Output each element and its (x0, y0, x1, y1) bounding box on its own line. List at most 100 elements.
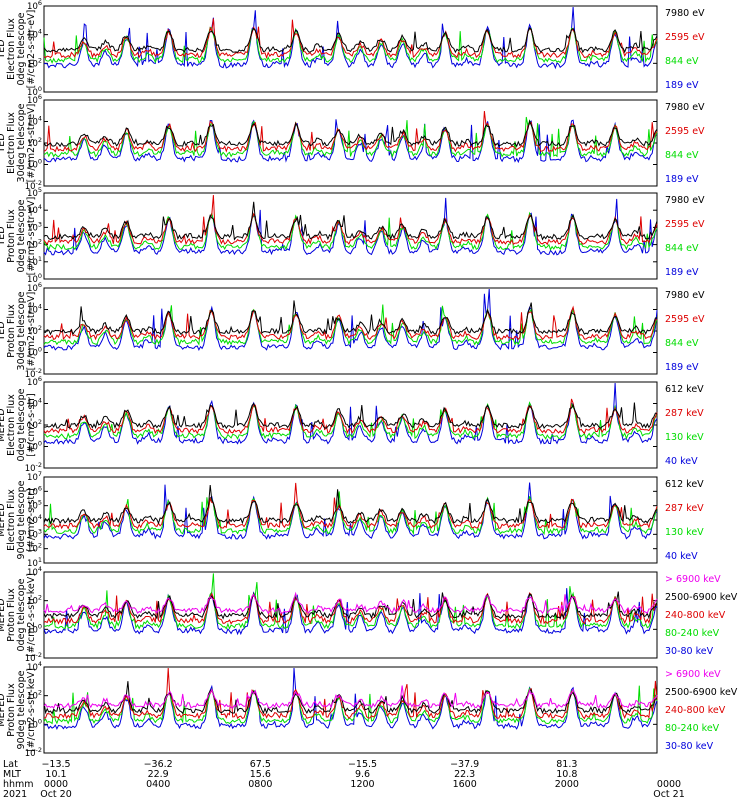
y-axis-title: TEDElectron Flux30deg telescope[#/cm2-s-… (0, 103, 37, 182)
series-line (43, 685, 658, 709)
legend-entry: 130 keV (665, 432, 704, 443)
legend-entry: 844 eV (665, 150, 699, 161)
series-line (44, 667, 658, 720)
series-line (43, 482, 658, 540)
y-tick-label: 104 (27, 660, 42, 673)
series-line (43, 485, 658, 525)
y-tick-label: 106 (27, 281, 42, 294)
footer-row-label: MLT (3, 769, 21, 780)
legend-entry: 189 eV (665, 80, 699, 91)
y-tick-label: 104 (27, 397, 42, 410)
y-tick-label: 101 (27, 255, 42, 268)
legend-entry: 844 eV (665, 338, 699, 349)
y-tick-label: 102 (27, 594, 42, 607)
y-axis-title: MEPEDProton Flux0deg telescope[#/cm2-s-s… (0, 573, 37, 657)
series-line (43, 26, 658, 64)
legend-entry: 30-80 keV (665, 741, 714, 752)
footer-lat-label: −15.5 (348, 759, 377, 770)
y-tick-label: 10-2 (25, 179, 42, 192)
series-line (43, 119, 658, 164)
legend-entry: 240-800 keV (665, 705, 726, 716)
legend-entry: 189 eV (665, 174, 699, 185)
series-line (43, 119, 658, 148)
series-line (43, 300, 658, 336)
legend-entry: 7980 eV (665, 290, 705, 301)
y-tick-label: 102 (27, 238, 42, 251)
y-tick-label: 104 (27, 28, 42, 41)
series-line (43, 26, 658, 54)
legend-entry: 844 eV (665, 56, 699, 67)
legend-entry: 844 eV (665, 243, 699, 254)
legend-entry: 189 eV (665, 362, 699, 373)
legend-entry: 240-800 keV (665, 610, 726, 621)
legend-entry: 2595 eV (665, 219, 705, 230)
series-line (43, 305, 658, 341)
series-line (43, 685, 658, 725)
legend-entry: 189 eV (665, 267, 699, 278)
footer-hhmm-label: 0000 (44, 779, 68, 790)
footer-hhmm-label: 0800 (248, 779, 272, 790)
legend-entry: 2500-6900 keV (665, 592, 738, 603)
footer-mlt-label: 22.9 (148, 769, 169, 780)
footer-mlt-label: 10.1 (45, 769, 66, 780)
legend-entry: 2595 eV (665, 32, 705, 43)
y-tick-label: 100 (27, 440, 42, 453)
y-tick-label: 104 (27, 513, 42, 526)
y-axis-title: MEPEDProton Flux90deg telescope[#/cm2-s-… (0, 668, 37, 752)
series-line (43, 201, 658, 241)
series-line (43, 197, 658, 256)
y-tick-label: 102 (27, 56, 42, 69)
legend-entry: 612 keV (665, 479, 704, 490)
y-tick-label: 103 (27, 527, 42, 540)
y-tick-label: 105 (27, 186, 42, 199)
y-tick-label: 101 (27, 556, 42, 569)
footer-hhmm-label: 0000 (657, 779, 681, 790)
y-tick-label: 100 (27, 346, 42, 359)
legend-entry: 7980 eV (665, 8, 705, 19)
y-tick-label: 103 (27, 220, 42, 233)
series-line (43, 591, 658, 620)
series-line (43, 116, 658, 158)
footer-date-label: Oct 20 (40, 789, 72, 800)
legend-entry: 40 keV (665, 551, 698, 562)
y-tick-label: 106 (27, 93, 42, 106)
y-tick-label: 104 (27, 565, 42, 578)
y-tick-label: 102 (27, 542, 42, 555)
legend-entry: 287 keV (665, 503, 704, 514)
y-tick-label: 106 (27, 0, 42, 12)
footer-mlt-label: 9.6 (355, 769, 370, 780)
footer-lat-label: −37.9 (450, 759, 479, 770)
panel-frame (43, 99, 658, 187)
series-line (43, 110, 658, 153)
footer-lat-label: 81.3 (556, 759, 577, 770)
panel-frame (43, 571, 658, 659)
y-tick-label: 102 (27, 689, 42, 702)
panel-frame (43, 666, 658, 754)
series-line (43, 6, 658, 70)
series-line (43, 482, 658, 530)
legend-entry: 7980 eV (665, 195, 705, 206)
y-axis-title: MEPEDElectron Flux90deg telescope[#/cm2-… (0, 480, 37, 559)
series-line (43, 591, 658, 615)
legend-entry: 2500-6900 keV (665, 687, 738, 698)
panel-frame (43, 192, 658, 280)
legend-entry: 80-240 keV (665, 723, 720, 734)
footer-hhmm-label: 1600 (453, 779, 477, 790)
legend-entry: 612 keV (665, 384, 704, 395)
footer-lat-label: −13.5 (41, 759, 70, 770)
series-line (43, 402, 658, 430)
y-axis-title: TEDElectron Flux0deg telescope[#/cm2-s-s… (0, 10, 37, 89)
y-tick-label: 107 (27, 470, 42, 483)
series-line (43, 667, 658, 731)
y-tick-label: 10-2 (25, 367, 42, 380)
footer-date-label: Oct 21 (653, 789, 685, 800)
panel-frame (43, 5, 658, 93)
series-line (43, 588, 658, 636)
